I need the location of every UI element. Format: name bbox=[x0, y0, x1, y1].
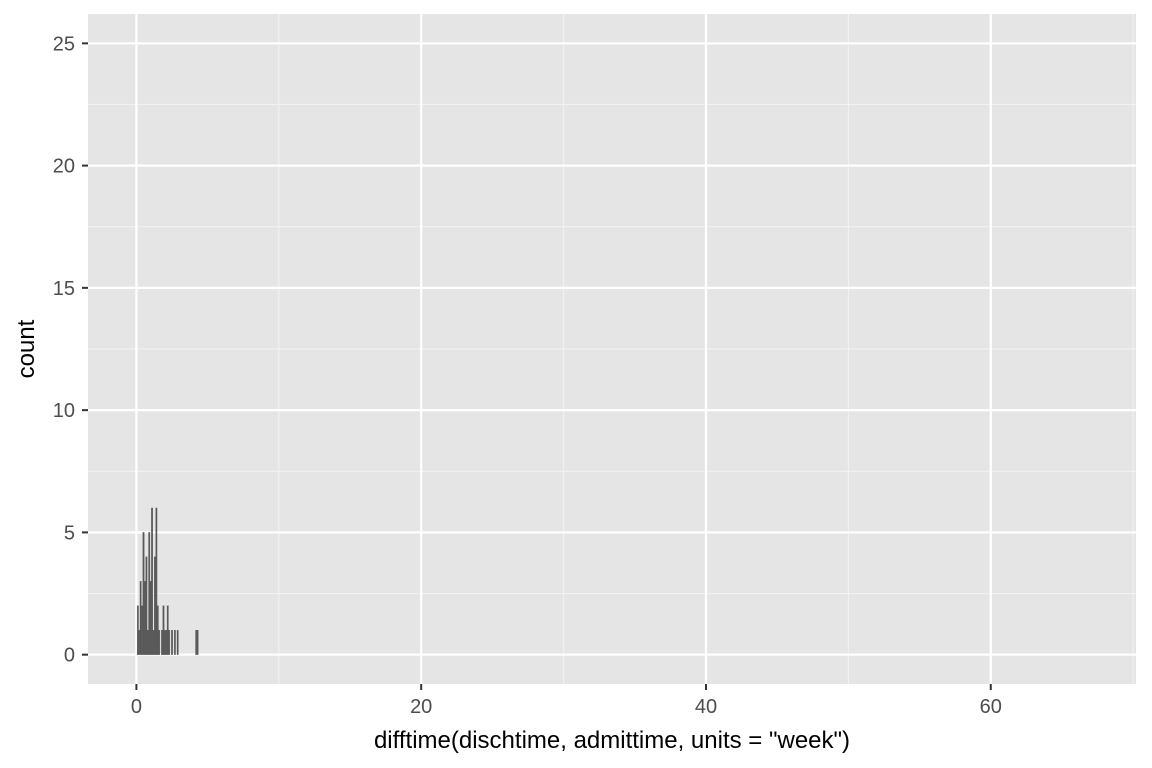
x-tick-label: 40 bbox=[695, 696, 717, 718]
y-tick-label: 10 bbox=[53, 400, 75, 422]
y-axis-title: count bbox=[13, 319, 40, 378]
histogram-bar bbox=[176, 630, 179, 655]
histogram-bar bbox=[173, 630, 176, 655]
histogram-bar bbox=[142, 532, 145, 655]
histogram-bar bbox=[161, 630, 163, 655]
x-tick-label: 60 bbox=[980, 696, 1002, 718]
histogram-bar bbox=[158, 630, 161, 655]
histogram-bar bbox=[196, 630, 199, 655]
histogram-bar bbox=[144, 581, 146, 655]
histogram-bar bbox=[145, 556, 148, 655]
histogram-bar bbox=[148, 532, 151, 655]
major-gridlines bbox=[88, 14, 1136, 684]
y-axis: 0 5 10 15 20 25 bbox=[53, 33, 88, 667]
histogram-bar bbox=[139, 581, 142, 655]
histogram-bar bbox=[151, 507, 153, 655]
histogram-bar bbox=[149, 581, 152, 655]
histogram-bar bbox=[168, 630, 171, 655]
histogram-bar bbox=[155, 507, 158, 655]
histogram-bar bbox=[136, 605, 139, 655]
histogram-bar bbox=[171, 630, 173, 655]
histogram-bar bbox=[154, 556, 156, 655]
histogram-bar bbox=[138, 630, 141, 655]
x-tick-label: 0 bbox=[131, 696, 142, 718]
histogram-bar bbox=[146, 630, 149, 655]
histogram-bar bbox=[141, 605, 143, 655]
minor-gridlines bbox=[88, 14, 1136, 684]
histogram-bar bbox=[156, 605, 159, 655]
histogram-bar bbox=[195, 630, 198, 655]
histogram-bar bbox=[162, 605, 165, 655]
x-axis: 0 20 40 60 bbox=[131, 684, 1002, 718]
histogram-bar bbox=[164, 630, 166, 655]
histogram-bar bbox=[165, 630, 168, 655]
y-tick-label: 20 bbox=[53, 156, 75, 178]
histogram-bar bbox=[166, 605, 169, 655]
y-tick-label: 5 bbox=[64, 522, 75, 544]
y-tick-label: 25 bbox=[53, 33, 75, 55]
x-axis-title: difftime(dischtime, admittime, units = "… bbox=[374, 727, 850, 754]
histogram-bar bbox=[152, 630, 155, 655]
bars bbox=[136, 507, 199, 655]
x-tick-label: 20 bbox=[410, 696, 432, 718]
y-tick-label: 0 bbox=[64, 645, 75, 667]
y-tick-label: 15 bbox=[53, 278, 75, 300]
